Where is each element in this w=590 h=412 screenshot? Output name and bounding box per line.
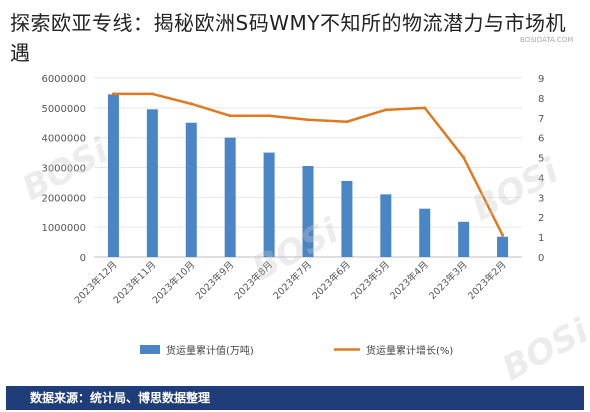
bar [341, 180, 353, 257]
y-right-tick-label: 2 [538, 213, 544, 224]
line-point [306, 118, 310, 122]
y-left-tick-label: 6000000 [41, 74, 86, 85]
bar-line-chart: 0 1000000 2000000 3000000 4000000 5000000 6000… [41, 74, 544, 357]
article-headline: 探索欧亚专线：揭秘欧洲S码WMY不知所的物流潜力与市场机遇 [10, 11, 566, 65]
bar [458, 221, 470, 257]
line-point [501, 233, 505, 237]
bar [263, 152, 275, 257]
bar [380, 194, 392, 257]
line-point [111, 92, 115, 96]
x-category-label: 2023年6月 [310, 259, 353, 302]
y-right-tick-label: 4 [538, 173, 544, 184]
bar [107, 94, 119, 258]
line-point [345, 120, 349, 124]
y-right-tick-label: 9 [538, 74, 544, 85]
y-left-tick-label: 4000000 [41, 134, 86, 145]
bar [497, 236, 509, 257]
line-point [228, 114, 232, 118]
bar [146, 109, 158, 257]
y-right-tick-label: 1 [538, 233, 544, 244]
legend-bar-label: 货运量累计值(万吨) [166, 344, 254, 357]
line-point [267, 114, 271, 118]
source-footer: 数据来源：统计局、博思数据整理 [6, 386, 584, 410]
source-text: 数据来源：统计局、博思数据整理 [30, 391, 211, 405]
y-left-tick-label: 3000000 [41, 164, 86, 175]
y-right-tick-label: 3 [538, 193, 544, 204]
bar [419, 208, 431, 257]
y-right-tick-label: 6 [538, 134, 544, 145]
y-right-tick-label: 0 [538, 253, 544, 264]
x-category-label: 2023年8月 [232, 259, 275, 302]
bar [224, 137, 236, 257]
legend-bar-swatch [140, 345, 160, 354]
x-category-label: 2023年7月 [271, 259, 314, 302]
chart-area: 0 1000000 2000000 3000000 4000000 5000000 6000… [6, 66, 584, 384]
legend-line-label: 货运量累计增长(%) [366, 344, 453, 357]
line-point [189, 102, 193, 106]
y-left-tick-label: 5000000 [41, 104, 86, 115]
y-right-tick-label: 8 [538, 94, 544, 105]
bar [185, 122, 197, 257]
y-right-tick-label: 7 [538, 114, 544, 125]
line-point [384, 108, 388, 112]
x-category-label: 2023年5月 [349, 259, 392, 302]
x-category-label: 2023年3月 [426, 259, 469, 302]
line-point [423, 106, 427, 110]
bar [302, 166, 314, 257]
y-left-tick-label: 2000000 [41, 193, 86, 204]
line-point [150, 92, 154, 96]
y-left-tick-label: 1000000 [41, 223, 86, 234]
y-right-tick-label: 5 [538, 154, 544, 165]
y-left-tick-label: 0 [80, 253, 86, 264]
watermark-site: BOSIDATA.COM [520, 36, 574, 44]
x-category-label: 2023年9月 [193, 259, 236, 302]
x-category-label: 2023年2月 [465, 259, 508, 302]
line-point [462, 156, 466, 160]
x-category-label: 2023年4月 [388, 259, 431, 302]
